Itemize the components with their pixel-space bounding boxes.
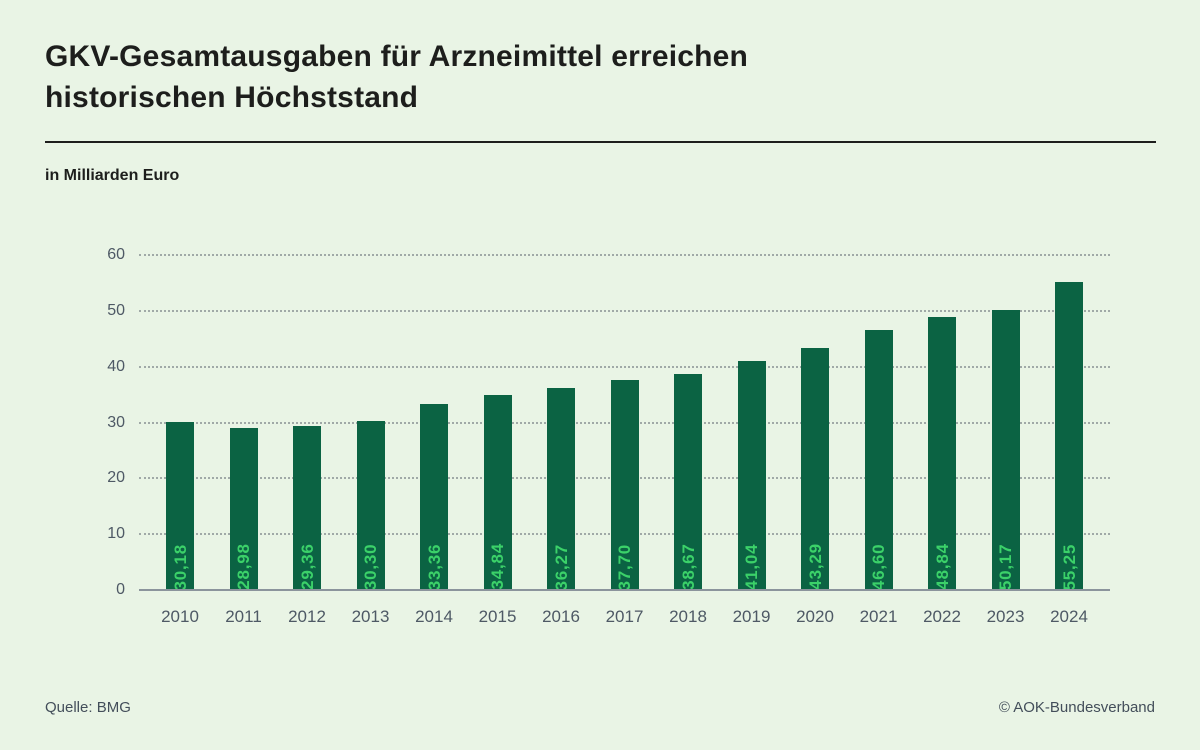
- y-tick-label: 0: [116, 581, 125, 598]
- y-tick-label: 60: [107, 246, 125, 263]
- bar-2013: 30,30 2013: [352, 420, 389, 626]
- x-axis-line: [139, 589, 1110, 591]
- source-note: Quelle: BMG: [45, 699, 131, 716]
- bar-value-label: 37,70: [615, 543, 634, 590]
- bar-value-label: 34,84: [488, 543, 507, 590]
- bar-value-label: 30,18: [170, 543, 190, 590]
- bar-2024: 55,25 2024: [1050, 281, 1088, 626]
- bar-value-label: 29,36: [297, 543, 317, 590]
- x-tick-label: 2021: [859, 607, 898, 626]
- x-tick-label: 2024: [1050, 607, 1088, 626]
- bar-2021: 46,60 2021: [860, 329, 897, 626]
- x-tick-label: 2015: [478, 607, 517, 626]
- bar-value-label: 38,67: [678, 543, 698, 590]
- y-tick-label: 20: [107, 469, 125, 487]
- bar-value-label: 36,27: [551, 543, 571, 590]
- bar-2020: 43,29 2020: [796, 348, 834, 626]
- y-tick-label: 50: [107, 301, 125, 319]
- bar-2014: 33,36 2014: [415, 403, 453, 626]
- bar-2011: 28,98 2011: [225, 428, 262, 626]
- bar-2019: 41,04 2019: [733, 360, 770, 626]
- y-tick-label: 10: [107, 525, 125, 543]
- title-divider: [45, 141, 1156, 143]
- bar-2015: 34,84 2015: [479, 395, 516, 626]
- bar-value-label: 28,98: [234, 543, 253, 590]
- bar-value-label: 55,25: [1059, 543, 1079, 590]
- page-title-line-1: GKV-Gesamtausgaben für Arzneimittel erre…: [45, 40, 749, 73]
- unit-label: in Milliarden Euro: [45, 167, 180, 184]
- x-tick-label: 2012: [288, 607, 326, 626]
- bar-2022: 48,84 2022: [923, 317, 961, 626]
- x-tick-label: 2022: [923, 607, 961, 626]
- x-tick-label: 2018: [669, 607, 707, 626]
- bar-2017: 37,70 2017: [606, 379, 643, 626]
- bars-row: 30,18 2010 28,98 2011 29,36 2012 30,30 2013 33,3…: [139, 255, 1110, 626]
- x-tick-label: 2016: [542, 607, 580, 626]
- bar-2018: 38,67 2018: [669, 374, 707, 626]
- bar-value-label: 41,04: [742, 543, 761, 590]
- bar-2016: 36,27 2016: [542, 387, 580, 626]
- y-tick-label: 30: [107, 413, 125, 431]
- x-tick-label: 2019: [732, 607, 771, 626]
- bar-value-label: 30,30: [361, 543, 380, 590]
- plot-area: 0 10 20 30 40 50 60 30,18 2010 28,98 2011 29,36 201…: [107, 247, 1110, 626]
- x-tick-label: 2014: [415, 607, 453, 626]
- x-tick-label: 2011: [225, 607, 262, 626]
- gridline: [139, 309, 1110, 312]
- bar-2010: 30,18 2010: [161, 421, 199, 626]
- bar-value-label: 33,36: [424, 543, 444, 590]
- page-title: GKV-Gesamtausgaben für Arzneimittel erre…: [45, 36, 748, 119]
- y-tick-label: 40: [107, 357, 125, 375]
- bar-value-label: 48,84: [932, 543, 952, 590]
- x-tick-label: 2023: [986, 607, 1025, 626]
- bar-2012: 29,36 2012: [288, 426, 326, 626]
- bar-2023: 50,17 2023: [987, 309, 1024, 626]
- x-tick-label: 2013: [351, 607, 390, 626]
- bar-value-label: 50,17: [996, 543, 1015, 590]
- gridline: [139, 365, 1110, 368]
- copyright-note: © AOK-Bundesverband: [998, 699, 1155, 716]
- gridline: [139, 254, 1110, 256]
- bar-value-label: 46,60: [869, 543, 888, 590]
- x-tick-label: 2017: [605, 607, 644, 626]
- x-tick-label: 2020: [796, 607, 834, 626]
- page-title-line-2: historischen Höchststand: [45, 81, 419, 115]
- x-tick-label: 2010: [161, 607, 199, 626]
- bar-value-label: 43,29: [805, 543, 825, 590]
